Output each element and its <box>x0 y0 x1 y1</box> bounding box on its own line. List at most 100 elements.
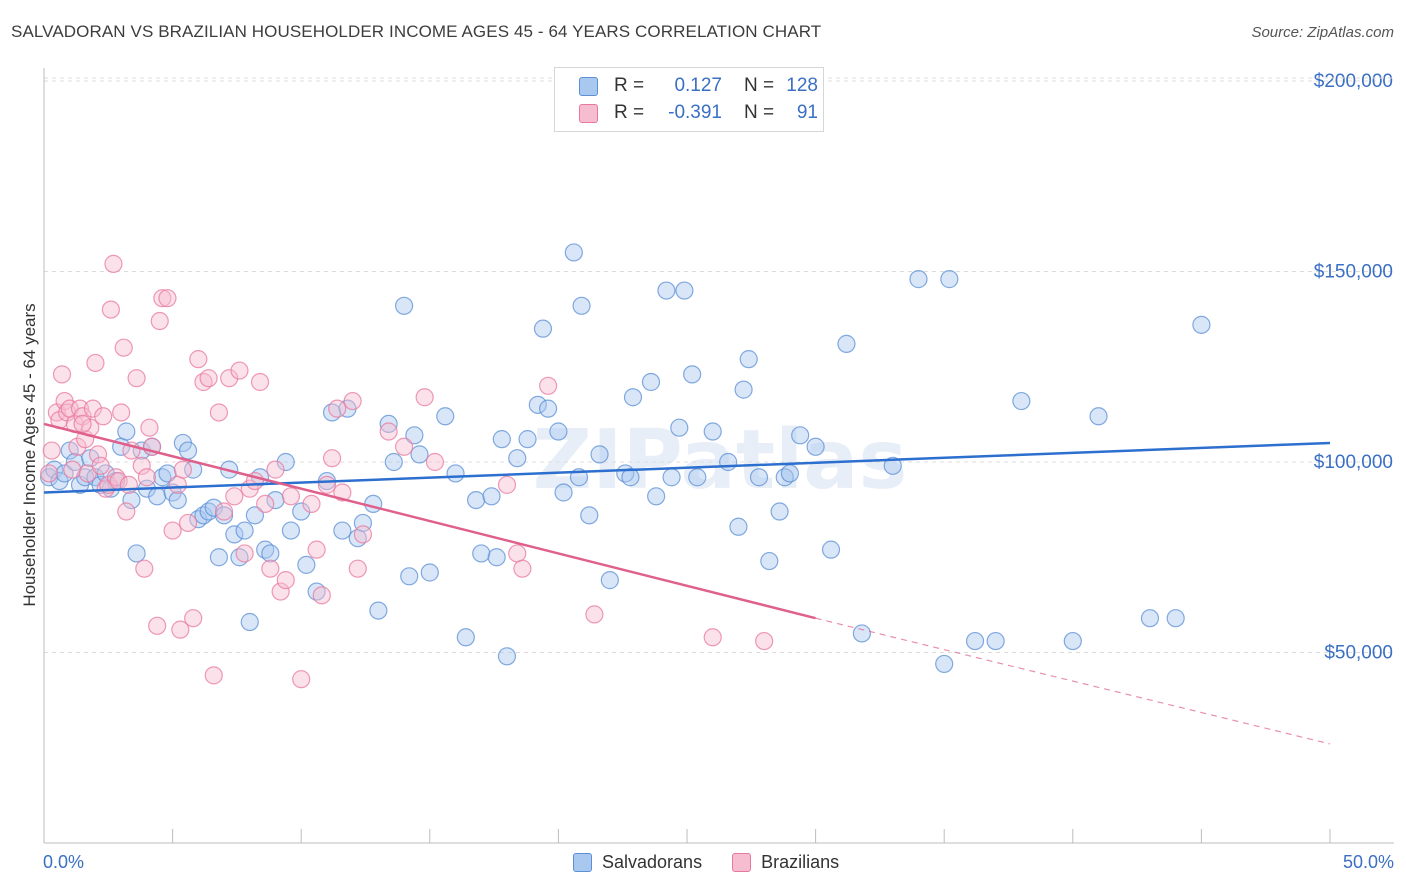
brazilian-point <box>508 544 527 563</box>
brazilian-point <box>119 475 138 494</box>
salvadoran-point <box>533 319 553 338</box>
y-tick-label: $150,000 <box>1314 262 1393 283</box>
salvadoran-point <box>662 468 681 487</box>
brazilian-point <box>322 449 342 468</box>
r-value: 0.127 <box>674 75 722 96</box>
brazilian-point <box>292 670 311 689</box>
brazilian-point <box>148 616 167 635</box>
brazilian-point <box>220 369 239 388</box>
brazilian-point <box>158 289 177 308</box>
brazilian-point <box>353 525 373 544</box>
salvadoran-point <box>670 418 689 437</box>
r-label: R = <box>614 75 645 96</box>
brazilian-point <box>83 399 102 418</box>
salvadoran-point <box>261 544 280 563</box>
brazilian-point <box>281 487 301 506</box>
salvadoran-point <box>883 456 902 475</box>
salvadoran-point <box>420 563 439 582</box>
brazilian-point <box>328 399 347 418</box>
brazilian-point <box>755 631 774 651</box>
brazilian-point <box>112 403 131 422</box>
salvadoran-point <box>940 270 959 289</box>
brazilian-point <box>415 388 434 407</box>
salvadoran-point <box>281 521 301 540</box>
salvadoran-point <box>647 487 666 506</box>
brazilian-point <box>276 571 295 590</box>
y-tick-label: $100,000 <box>1314 452 1393 473</box>
salvadoran-point <box>158 464 177 483</box>
salvadoran-point <box>719 452 738 472</box>
salvadoran-point <box>554 483 573 502</box>
brazilian-point <box>225 487 244 506</box>
salvadoran-point <box>780 464 799 483</box>
brazilian-point <box>173 460 192 479</box>
salvadoran-point <box>1166 609 1185 628</box>
salvadoran-point <box>986 631 1005 651</box>
brazilian-point <box>140 418 159 437</box>
salvadoran-point <box>703 422 722 441</box>
stats-row-salvadorans: R = 0.127 N = 128 <box>579 73 818 99</box>
brazilian-point <box>168 475 187 494</box>
salvadoran-point <box>806 437 825 456</box>
salvadoran-point <box>466 491 486 510</box>
salvadoran-point <box>446 464 465 483</box>
stats-legend: R = 0.127 N = 128 R = -0.391 N = 91 <box>554 67 824 132</box>
brazilian-point <box>302 494 321 514</box>
salvadoran-point <box>528 395 547 414</box>
salvadoran-point <box>688 468 707 487</box>
salvadoran-point <box>122 491 141 510</box>
source-label: Source: ZipAtlas.com <box>1251 24 1394 41</box>
brazilian-point <box>171 620 190 639</box>
salvadoran-point <box>641 372 661 392</box>
n-value: 128 <box>786 75 818 96</box>
chart-title: SALVADORAN VS BRAZILIAN HOUSEHOLDER INCO… <box>11 22 822 41</box>
brazilians-swatch-icon <box>579 103 598 123</box>
salvadoran-point <box>580 506 599 525</box>
brazilian-point <box>585 605 604 624</box>
y-axis-label: Householder Income Ages 45 - 64 years <box>20 303 39 606</box>
brazilian-point <box>317 475 337 494</box>
brazilian-point <box>230 361 249 380</box>
brazilians-trend-extension <box>815 617 1331 745</box>
brazilian-point <box>235 544 254 563</box>
salvadoran-point <box>683 365 702 384</box>
salvadoran-point <box>1192 315 1211 334</box>
salvadoran-point <box>734 380 753 399</box>
brazilian-point <box>394 437 414 456</box>
brazilian-point <box>150 311 169 331</box>
brazilian-point <box>42 441 61 460</box>
salvadorans-swatch-icon <box>573 853 592 872</box>
salvadoran-point <box>148 487 167 506</box>
salvadoran-point <box>245 506 265 525</box>
salvadoran-point <box>590 445 609 464</box>
salvadoran-point <box>333 521 352 540</box>
legend-item-brazilians[interactable]: Brazilians <box>732 852 839 873</box>
salvadoran-point <box>214 506 234 525</box>
salvadoran-point <box>965 631 985 651</box>
salvadoran-point <box>405 426 424 445</box>
brazilian-point <box>425 452 445 472</box>
salvadoran-point <box>492 430 511 449</box>
salvadoran-point <box>240 612 259 632</box>
brazilian-point <box>153 289 172 308</box>
brazilian-point <box>114 338 133 357</box>
salvadoran-point <box>791 426 810 445</box>
salvadoran-point <box>1012 391 1031 411</box>
salvadoran-point <box>487 548 506 567</box>
brazilian-point <box>348 559 367 578</box>
salvadoran-point <box>225 525 244 544</box>
brazilian-point <box>271 582 290 601</box>
x-max-label: 50.0% <box>1342 852 1394 872</box>
brazilian-point <box>204 666 223 685</box>
legend-item-salvadorans[interactable]: Salvadorans <box>573 852 702 873</box>
salvadoran-point <box>1089 407 1108 426</box>
brazilian-point <box>379 422 398 441</box>
salvadoran-point <box>266 491 285 510</box>
brazilian-point <box>94 407 113 426</box>
x-min-label: 0.0% <box>43 852 85 872</box>
stats-row-brazilians: R = -0.391 N = 91 <box>579 100 818 126</box>
brazilian-point <box>189 350 208 369</box>
salvadoran-point <box>821 540 841 559</box>
salvadoran-point <box>456 628 475 647</box>
legend-label: Salvadorans <box>602 852 703 872</box>
